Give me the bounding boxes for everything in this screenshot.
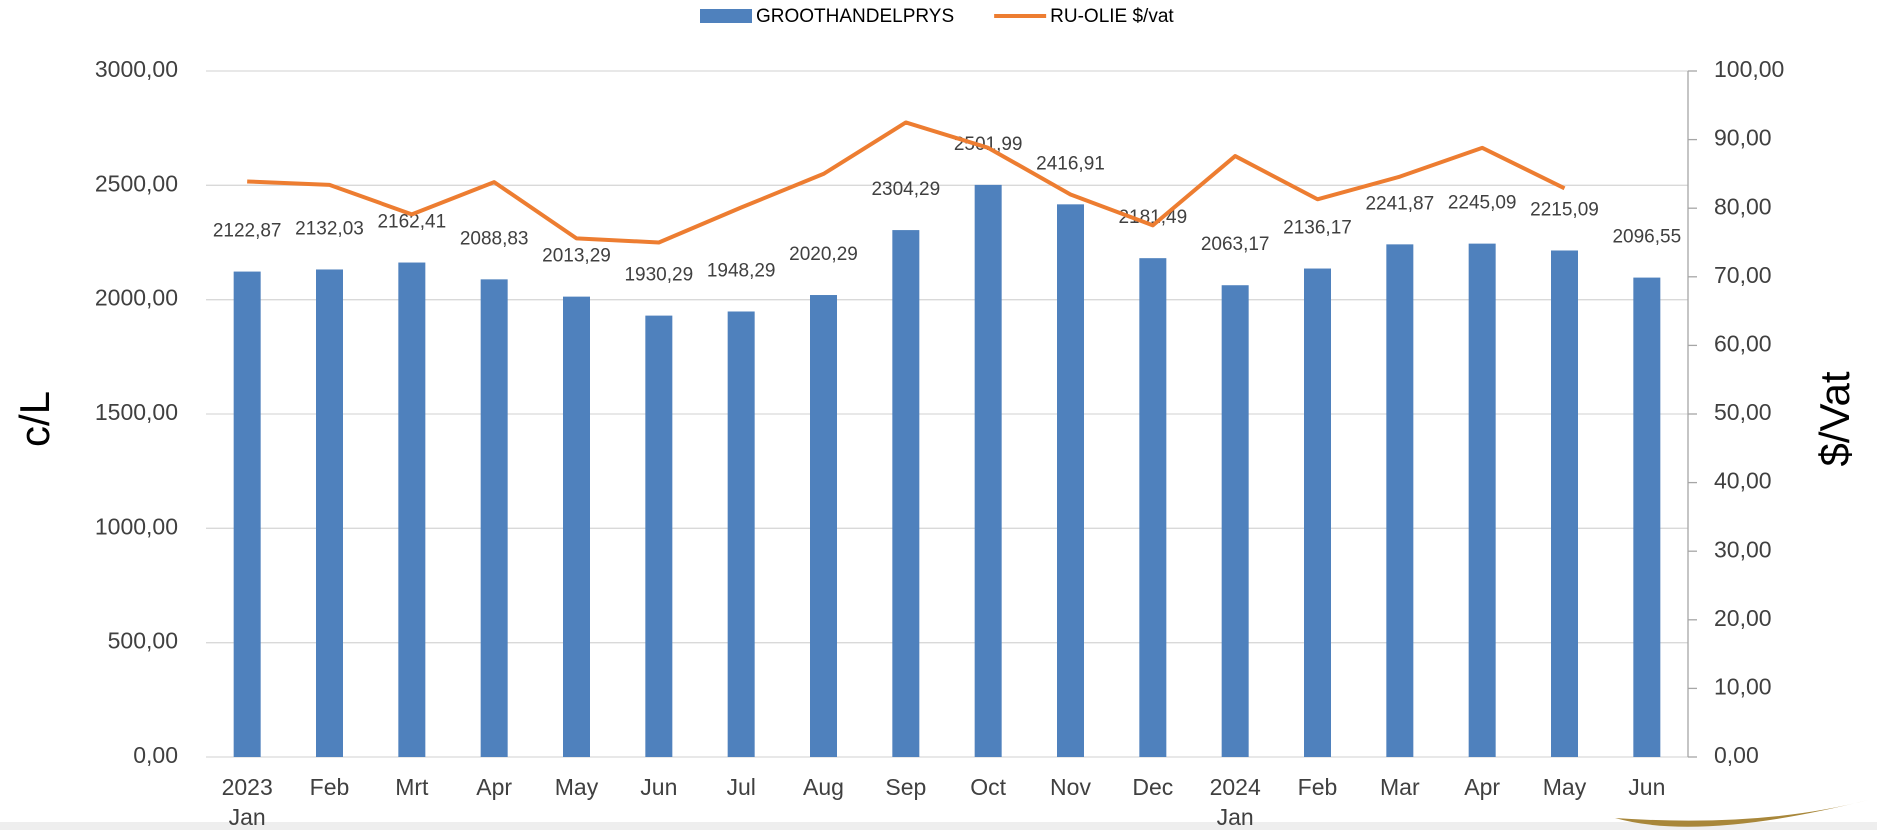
bar	[728, 311, 755, 757]
y2-tick-label: 90,00	[1714, 125, 1772, 151]
bar	[316, 269, 343, 757]
y-tick-label: 0,00	[133, 742, 178, 768]
x-tick-label: May	[1543, 774, 1587, 800]
x-tick-label: Apr	[476, 774, 512, 800]
bar	[398, 263, 425, 757]
data-label: 1948,29	[707, 261, 776, 282]
y-tick-label: 3000,00	[95, 56, 178, 82]
y2-tick-label: 70,00	[1714, 262, 1772, 288]
x-tick-label: Apr	[1464, 774, 1500, 800]
data-label: 2096,55	[1612, 227, 1681, 248]
x-tick-label: Jul	[726, 774, 755, 800]
bar	[1633, 278, 1660, 757]
legend-swatch	[700, 9, 752, 23]
y2-tick-label: 30,00	[1714, 536, 1772, 562]
y-tick-label: 1000,00	[95, 513, 178, 539]
data-label: 2245,09	[1448, 193, 1517, 214]
x-tick-label: Mar	[1380, 774, 1420, 800]
x-tick-label: Oct	[970, 774, 1006, 800]
y2-axis-title: $/Vat	[1811, 371, 1858, 466]
page: {"chart_data": {"type": "bar-line", "y_l…	[0, 0, 1877, 830]
data-label: 2088,83	[460, 228, 529, 249]
x-tick-label: Aug	[803, 774, 844, 800]
data-label: 2013,29	[542, 246, 611, 267]
y2-tick-label: 10,00	[1714, 673, 1772, 699]
x-tick-label: Mrt	[395, 774, 429, 800]
x-tick-label: Jun	[640, 774, 677, 800]
bar	[1551, 250, 1578, 757]
bar	[1304, 269, 1331, 757]
y2-tick-label: 20,00	[1714, 605, 1772, 631]
bar	[810, 295, 837, 757]
x-tick-label: Sep	[885, 774, 926, 800]
data-label: 2136,17	[1283, 218, 1352, 239]
y2-tick-label: 80,00	[1714, 193, 1772, 219]
bar	[1469, 244, 1496, 757]
legend-label: RU-OLIE $/vat	[1050, 6, 1174, 27]
chart: c/L $/Vat 0,00 500,00 1000,00 1500,00 2000,0…	[0, 0, 1877, 830]
data-label: 2304,29	[871, 179, 940, 200]
bar	[1222, 285, 1249, 757]
data-label: 2501,99	[954, 134, 1023, 155]
x-tick-label: Nov	[1050, 774, 1091, 800]
y2-tick-label: 40,00	[1714, 468, 1772, 494]
bar	[481, 279, 508, 757]
data-label: 2063,17	[1201, 234, 1270, 255]
data-label: 2020,29	[789, 244, 858, 265]
data-label: 2241,87	[1365, 193, 1434, 214]
y-axis-title: c/L	[11, 391, 58, 447]
bar	[1386, 244, 1413, 757]
y2-tick-label: 0,00	[1714, 742, 1759, 768]
x-tick-label: Dec	[1132, 774, 1173, 800]
x-tick-label: Feb	[310, 774, 350, 800]
bar	[563, 297, 590, 757]
x-tick-label: Feb	[1298, 774, 1338, 800]
y2-tick-label: 60,00	[1714, 330, 1772, 356]
data-label: 1930,29	[624, 265, 693, 286]
data-label: 2416,91	[1036, 153, 1105, 174]
y-tick-label: 500,00	[108, 628, 178, 654]
bar	[645, 316, 672, 757]
bottom-band	[0, 822, 1877, 830]
bar	[892, 230, 919, 757]
bar	[975, 185, 1002, 757]
y2-tick-label: 50,00	[1714, 399, 1772, 425]
bar	[234, 272, 261, 757]
data-label: 2122,87	[213, 221, 282, 242]
y-tick-label: 2000,00	[95, 285, 178, 311]
data-label: 2215,09	[1530, 199, 1599, 220]
x-tick-label: May	[555, 774, 599, 800]
y-tick-label: 1500,00	[95, 399, 178, 425]
data-label: 2132,03	[295, 218, 364, 239]
bar	[1139, 258, 1166, 757]
y2-tick-label: 100,00	[1714, 56, 1784, 82]
y-tick-label: 2500,00	[95, 170, 178, 196]
bar	[1057, 204, 1084, 757]
x-tick-label: Jun	[1628, 774, 1665, 800]
legend-label: GROOTHANDELPRYS	[756, 6, 954, 27]
